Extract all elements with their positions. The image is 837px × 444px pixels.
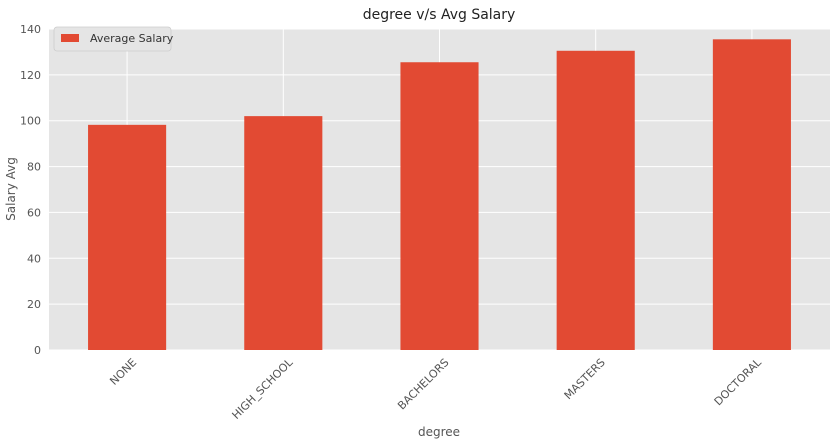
- bar-masters: [556, 50, 635, 351]
- bar-none: [88, 124, 167, 350]
- y-axis: 0 20 40 60 80 100 120 140: [20, 23, 41, 357]
- y-tick-label: 120: [20, 69, 41, 82]
- bar-doctoral: [712, 39, 791, 350]
- x-tick-label: DOCTORAL: [712, 355, 765, 408]
- y-tick-label: 40: [27, 252, 41, 265]
- y-axis-label: Salary Avg: [4, 157, 18, 221]
- legend-box: [53, 26, 172, 52]
- bar-bachelors: [400, 62, 479, 350]
- x-tick-label: HIGH_SCHOOL: [230, 355, 297, 422]
- x-tick-label: BACHELORS: [395, 356, 451, 412]
- legend: Average Salary: [53, 26, 174, 52]
- y-tick-label: 100: [20, 115, 41, 128]
- y-tick-label: 140: [20, 23, 41, 36]
- bar-high-school: [244, 116, 323, 350]
- chart-title: degree v/s Avg Salary: [363, 7, 516, 23]
- y-tick-label: 60: [27, 206, 41, 219]
- x-axis-label: degree: [418, 425, 460, 439]
- y-tick-label: 80: [27, 161, 41, 174]
- y-tick-label: 20: [27, 298, 41, 311]
- x-axis: NONE HIGH_SCHOOL BACHELORS MASTERS DOCTORAL: [107, 355, 764, 422]
- bars: [88, 39, 791, 351]
- x-tick-label: MASTERS: [562, 356, 608, 402]
- legend-label: Average Salary: [90, 32, 174, 45]
- x-tick-label: NONE: [107, 356, 139, 388]
- y-tick-label: 0: [34, 344, 41, 357]
- legend-swatch: [61, 34, 79, 42]
